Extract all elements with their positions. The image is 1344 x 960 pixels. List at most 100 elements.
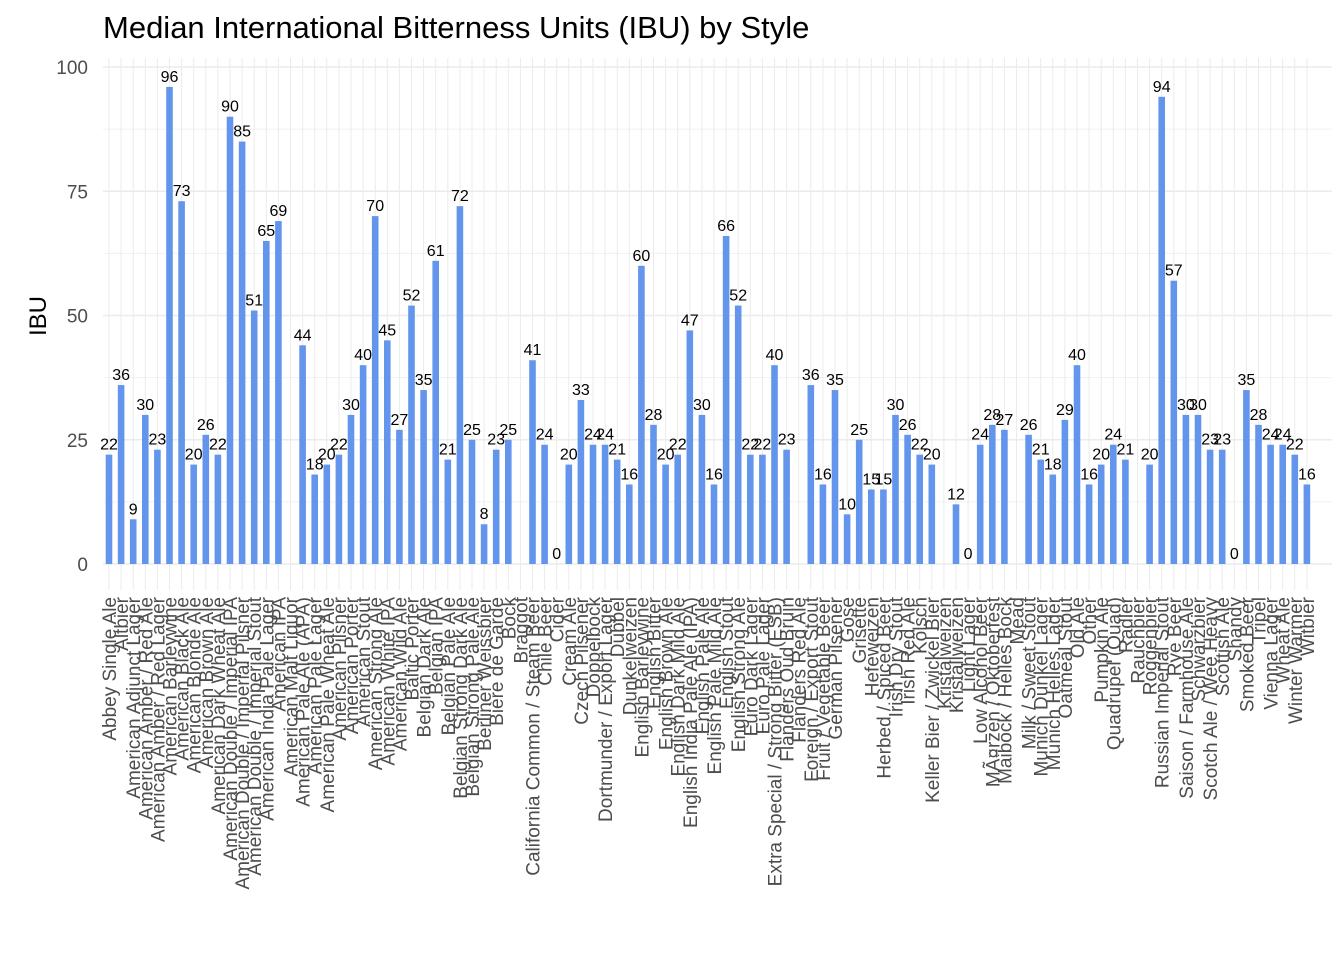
bar: [674, 454, 681, 564]
x-tick-label: Extra Special / Strong Bitter (ESB): [766, 597, 787, 886]
data-label: 21: [1032, 442, 1050, 459]
bar: [142, 414, 149, 564]
data-label: 57: [1165, 263, 1183, 280]
x-tick-label: Belgian Strong Dark Ale: [451, 597, 472, 799]
x-tick-label: Quadrupel (Quad): [1104, 597, 1125, 750]
bar: [747, 454, 754, 564]
data-label: 28: [645, 407, 663, 424]
bar: [468, 439, 476, 564]
x-tick-label: American Double / Imperial Pilsner: [233, 596, 254, 889]
data-label: 52: [729, 288, 747, 305]
x-tick-label: Dortmunder / Export Lager: [596, 596, 617, 822]
data-label: 35: [1238, 372, 1256, 389]
x-tick-label: Flanders Red Ale: [790, 597, 811, 743]
bar: [1243, 390, 1250, 564]
x-tick-label: Oatmeal Stout: [1056, 596, 1077, 718]
x-tick-label: Fruit / Vegetable Beer: [814, 596, 835, 780]
x-tick-label: Light Lager: [959, 596, 980, 692]
x-tick-label: Dunkelweizen: [620, 597, 641, 715]
data-label: 52: [403, 288, 421, 305]
data-label: 25: [499, 422, 517, 439]
data-label: 22: [754, 437, 772, 454]
bar: [1279, 444, 1286, 564]
x-tick-label: American Porter: [342, 596, 363, 734]
data-label: 40: [354, 347, 372, 364]
bar: [1073, 365, 1081, 564]
x-tick-label: Munich Dunkel Lager: [1032, 596, 1053, 776]
x-tick-label: Winter Warmer: [1286, 596, 1307, 724]
data-label: 30: [1177, 397, 1195, 414]
bar: [916, 454, 923, 564]
x-tick-label: Herbed / Spiced Beer: [874, 596, 895, 778]
x-tick-label: American Wild Ale: [390, 597, 411, 751]
data-label: 16: [1298, 466, 1316, 483]
bar: [444, 459, 452, 564]
data-label: 22: [100, 437, 118, 454]
data-label: 96: [161, 69, 179, 86]
bar: [613, 459, 621, 564]
bar: [1303, 484, 1311, 564]
data-label: 21: [608, 442, 626, 459]
bar: [359, 365, 367, 564]
x-tick-label: Braggot: [511, 596, 532, 663]
y-tick-label: 50: [67, 307, 88, 328]
bar: [311, 474, 318, 564]
bar: [892, 414, 899, 564]
x-tick-label: Foreign / Export Stout: [802, 596, 823, 782]
bar: [238, 141, 246, 565]
x-tick-label: Kristallweizen: [947, 597, 968, 713]
x-tick-label: Mead: [1008, 597, 1029, 645]
bar: [1049, 474, 1057, 564]
x-tick-label: Euro Pale Lager: [753, 596, 774, 734]
data-label: 16: [1080, 466, 1098, 483]
y-tick-label: 0: [77, 555, 88, 576]
data-label: 22: [741, 437, 759, 454]
data-label: 16: [814, 466, 832, 483]
bar: [105, 454, 113, 564]
x-tick-label: California Common / Steam Beer: [524, 596, 545, 875]
bar: [1037, 459, 1044, 564]
x-tick-label: Euro Dark Lager: [741, 596, 762, 736]
bar: [396, 429, 403, 564]
bar: [855, 439, 863, 564]
x-tick-label: English Pale Ale: [693, 597, 714, 734]
x-tick-label: Rye Beer: [1165, 596, 1186, 676]
bar: [698, 414, 706, 564]
x-tick-label: American Pale Lager: [306, 596, 327, 774]
x-tick-label: Milk / Sweet Stout: [1020, 596, 1041, 749]
data-label: 12: [947, 486, 965, 503]
data-label: 23: [1201, 432, 1219, 449]
bar: [492, 449, 500, 564]
x-tick-label: American Stout: [354, 596, 375, 727]
x-tick-label: English Bitter: [645, 596, 666, 709]
data-label: 69: [270, 203, 288, 220]
bar: [166, 86, 173, 564]
data-label: 25: [850, 422, 868, 439]
y-tick-label: 25: [67, 431, 88, 452]
x-tick-label: Berliner Weissbier: [475, 596, 496, 750]
data-label: 18: [1044, 457, 1062, 474]
data-label: 8: [480, 506, 489, 523]
bar: [154, 449, 161, 564]
x-tick-label: MÃ¤rzen / Oktoberfest: [982, 596, 1004, 787]
x-tick-label: American Barleywine: [161, 597, 182, 775]
x-tick-label: Low Alcohol Beer: [971, 596, 992, 743]
data-label: 36: [802, 367, 820, 384]
bar: [1097, 464, 1105, 564]
x-tick-label: Witbier: [1298, 596, 1319, 656]
bar: [662, 464, 669, 564]
bar: [819, 484, 827, 564]
data-label: 22: [330, 437, 348, 454]
x-tick-label: Baltic Porter: [403, 596, 424, 700]
x-tick-label: English Pale Mild Ale: [705, 597, 726, 774]
bar: [384, 340, 391, 564]
bar: [347, 414, 355, 564]
x-tick-label: American Double / Imperial Stout: [245, 596, 266, 876]
bar: [1122, 459, 1129, 564]
x-tick-label: Smoked Beer: [1237, 596, 1258, 712]
bar: [480, 524, 488, 564]
data-label: 27: [391, 412, 409, 429]
x-tick-label: American Black Ale: [173, 597, 194, 761]
x-tick-label: Shandy: [1225, 597, 1246, 662]
data-label: 72: [451, 188, 469, 205]
